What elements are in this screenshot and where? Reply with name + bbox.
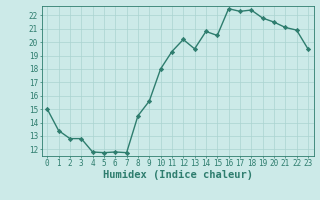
X-axis label: Humidex (Indice chaleur): Humidex (Indice chaleur) xyxy=(103,170,252,180)
